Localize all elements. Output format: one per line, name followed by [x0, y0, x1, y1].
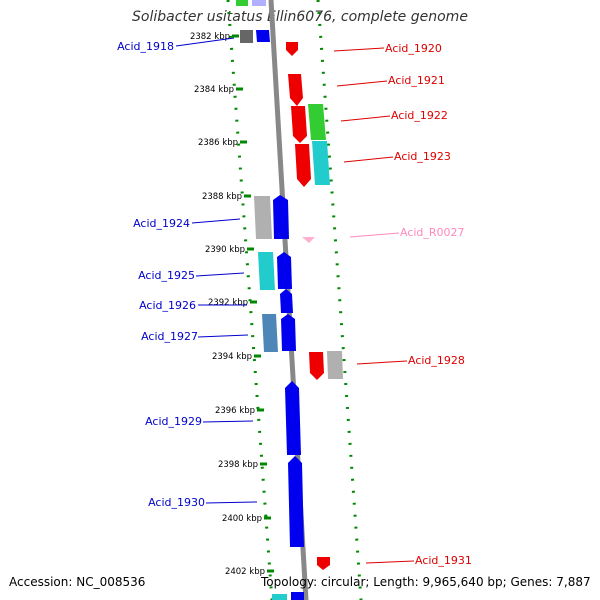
accession-text: Accession: NC_008536	[9, 575, 146, 589]
kbp-label: 2392 kbp	[208, 298, 248, 308]
gene-arrow[interactable]	[273, 195, 289, 239]
right-gene-labels: Acid_1920 Acid_1921 Acid_1922 Acid_1923 …	[385, 42, 472, 567]
kbp-label: 2384 kbp	[194, 85, 234, 95]
gene-block[interactable]	[308, 104, 326, 140]
gene-label[interactable]: Acid_1930	[148, 496, 205, 509]
gene-arrow[interactable]	[309, 352, 324, 380]
kbp-label: 2390 kbp	[205, 245, 245, 255]
gene-arrow[interactable]	[280, 289, 293, 313]
kbp-label: 2394 kbp	[212, 352, 252, 362]
gene-block[interactable]	[327, 351, 343, 379]
kbp-labels: 2382 kbp 2384 kbp 2386 kbp 2388 kbp 2390…	[190, 32, 265, 577]
reverse-genes	[286, 42, 330, 570]
gene-label[interactable]: Acid_1926	[139, 299, 196, 312]
cog-blocks	[236, 0, 343, 600]
gene-arrow[interactable]	[291, 106, 307, 143]
gene-label[interactable]: Acid_1921	[388, 74, 445, 87]
forward-genes	[256, 30, 304, 600]
kbp-label: 2398 kbp	[218, 460, 258, 470]
gene-block[interactable]	[272, 594, 287, 600]
kbp-label: 2382 kbp	[190, 32, 230, 42]
gene-label[interactable]: Acid_1929	[145, 415, 202, 428]
gene-arrow[interactable]	[295, 144, 311, 187]
gene-label[interactable]: Acid_1923	[394, 150, 451, 163]
right-connectors	[333, 47, 415, 564]
gene-label[interactable]: Acid_1918	[117, 40, 174, 53]
gene-arrow[interactable]	[277, 252, 292, 289]
gene-block[interactable]	[256, 30, 270, 42]
gene-label[interactable]: Acid_1924	[133, 217, 190, 230]
left-gene-labels: Acid_1918 Acid_1924 Acid_1925 Acid_1926 …	[117, 40, 205, 509]
gene-label[interactable]: Acid_1931	[415, 554, 472, 567]
gene-arrow[interactable]	[288, 74, 303, 106]
rna-gene[interactable]	[302, 237, 315, 243]
gene-arrow[interactable]	[288, 456, 304, 547]
left-tick-track	[226, 0, 274, 600]
gene-label[interactable]: Acid_1922	[391, 109, 448, 122]
major-ticks	[232, 34, 274, 573]
gene-block[interactable]	[262, 314, 278, 352]
gene-label[interactable]: Acid_R0027	[400, 226, 465, 239]
gene-block[interactable]	[254, 196, 272, 239]
gene-block[interactable]	[240, 30, 253, 43]
map-title: Solibacter usitatus Ellin6076, complete …	[132, 9, 468, 25]
kbp-label: 2396 kbp	[215, 406, 255, 416]
gene-block[interactable]	[291, 592, 304, 600]
gene-arrow[interactable]	[317, 557, 330, 570]
rna-connector	[349, 232, 400, 238]
gene-label[interactable]: Acid_1927	[141, 330, 198, 343]
gene-label[interactable]: Acid_1928	[408, 354, 465, 367]
gene-block[interactable]	[252, 0, 266, 6]
gene-arrow[interactable]	[286, 42, 298, 56]
kbp-label: 2386 kbp	[198, 138, 238, 148]
right-tick-track	[316, 0, 363, 600]
gene-label[interactable]: Acid_1925	[138, 269, 195, 282]
kbp-label: 2388 kbp	[202, 192, 242, 202]
gene-arrow[interactable]	[281, 314, 296, 351]
gene-block[interactable]	[236, 0, 248, 6]
gene-block[interactable]	[258, 252, 275, 290]
kbp-label: 2400 kbp	[222, 514, 262, 524]
gene-arrow[interactable]	[285, 381, 301, 455]
gene-block[interactable]	[312, 141, 330, 185]
kbp-label: 2402 kbp	[225, 567, 265, 577]
genome-summary: Topology: circular; Length: 9,965,640 bp…	[261, 575, 591, 589]
left-connectors	[175, 37, 258, 504]
gene-label[interactable]: Acid_1920	[385, 42, 442, 55]
